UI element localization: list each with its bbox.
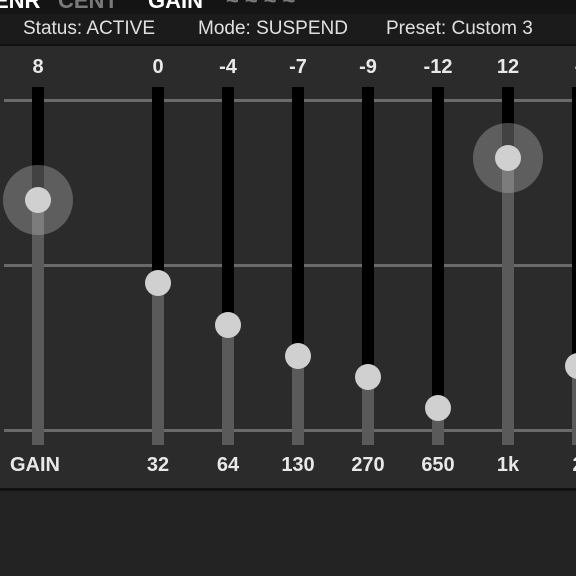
slider-thumb[interactable]: [285, 342, 311, 369]
slider-fill: [502, 158, 514, 445]
band-frequency-label: 270: [351, 454, 385, 476]
slider-thumb[interactable]: [425, 394, 451, 421]
tab-gain[interactable]: GAIN: [148, 0, 203, 13]
tab-cent[interactable]: CENT: [58, 0, 118, 13]
slider-fill: [362, 376, 374, 445]
band-value-label: -7: [289, 56, 307, 78]
slider-track[interactable]: [502, 87, 514, 445]
slider-track[interactable]: [152, 87, 164, 445]
band-value-label: -9: [359, 56, 377, 78]
band-frequency-label: 650: [421, 454, 455, 476]
slider-fill: [292, 355, 304, 445]
slider-thumb[interactable]: [215, 311, 241, 338]
band-frequency-label: 130: [281, 454, 315, 476]
tab-enr[interactable]: ENR: [0, 0, 41, 13]
band-slider[interactable]: [193, 87, 263, 445]
slider-thumb[interactable]: [565, 353, 576, 380]
gridline-middle: [4, 264, 576, 267]
band-frequency-label: 32: [146, 454, 170, 476]
slider-fill: [152, 283, 164, 445]
band-frequency-label: 1k: [496, 454, 520, 476]
band-slider[interactable]: [123, 87, 193, 445]
tab-more[interactable]: ~~~~: [226, 0, 302, 13]
slider-fill: [572, 366, 576, 445]
gridline-bottom: [4, 429, 576, 432]
slider-track[interactable]: [292, 87, 304, 445]
band-value-label: 8: [32, 56, 44, 78]
equalizer-panel: GAIN 8 0 32 -4 64 -7 130 -9 270 -12 650 12 1k - 2: [0, 46, 576, 491]
band-value-label: 12: [496, 56, 520, 78]
slider-track[interactable]: [362, 87, 374, 445]
gridline-top: [4, 99, 576, 102]
slider-thumb[interactable]: [25, 186, 51, 213]
slider-fill: [32, 199, 44, 445]
top-tab-strip: ENR CENT GAIN ~~~~: [0, 0, 576, 14]
slider-thumb[interactable]: [355, 363, 381, 390]
slider-thumb[interactable]: [495, 145, 521, 172]
slider-track[interactable]: [222, 87, 234, 445]
band-slider[interactable]: [473, 87, 543, 445]
preset-text: Preset: Custom 3: [386, 18, 533, 39]
gain-label: GAIN: [10, 454, 60, 476]
band-frequency-label: 2: [543, 454, 576, 477]
band-slider[interactable]: [333, 87, 403, 445]
slider-track[interactable]: [432, 87, 444, 445]
band-value-label: 0: [152, 56, 164, 78]
band-value-label: -: [543, 56, 576, 79]
band-slider[interactable]: [263, 87, 333, 445]
status-bar: Status: ACTIVE Mode: SUSPEND Preset: Cus…: [0, 14, 576, 46]
band-slider[interactable]: [403, 87, 473, 445]
gain-slider[interactable]: [3, 87, 73, 445]
slider-thumb[interactable]: [145, 270, 171, 296]
slider-track[interactable]: [32, 87, 44, 445]
band-value-label: -12: [423, 56, 453, 78]
band-slider[interactable]: [543, 87, 576, 445]
slider-fill: [222, 324, 234, 445]
bottom-area: [0, 491, 576, 576]
mode-text: Mode: SUSPEND: [198, 18, 348, 39]
slider-track[interactable]: [572, 87, 576, 445]
band-frequency-label: 64: [216, 454, 240, 476]
status-text: Status: ACTIVE: [23, 18, 155, 39]
band-value-label: -4: [219, 56, 237, 78]
